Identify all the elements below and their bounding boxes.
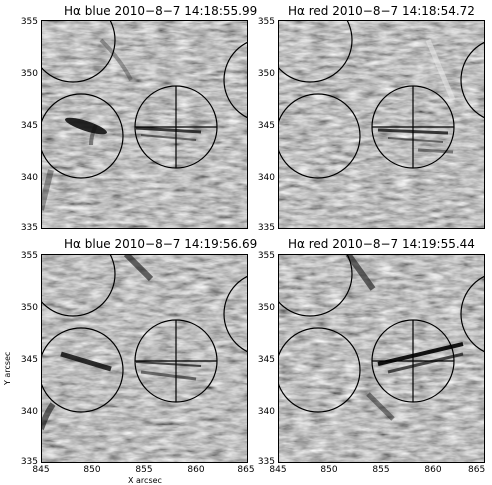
circle-left [278,327,361,413]
solar-image-panel-bottom-right [278,254,485,463]
y-tick-label: 340 [257,407,275,417]
x-tick-label: 860 [424,465,442,475]
panel-title-bottom-left: Hα blue 2010−8−7 14:19:56.69 [64,237,258,251]
panel-title-bottom-right: Hα red 2010−8−7 14:19:55.44 [288,237,475,251]
y-axis-title: Y arcsec [3,351,12,385]
y-tick-label: 335 [20,457,38,467]
circle-top-left [41,254,116,317]
x-tick-label: 855 [372,465,390,475]
circle-left [41,327,124,413]
y-tick-label: 350 [257,69,275,79]
y-tick-label: 355 [257,251,275,261]
y-tick-label: 335 [257,223,275,233]
y-tick-label: 345 [20,355,38,365]
circle-right [223,41,248,119]
x-tick-label: 845 [32,465,50,475]
solar-image-panel-top-right [278,20,485,229]
circle-right [460,41,485,119]
y-tick-label: 340 [20,173,38,183]
x-tick-label: 850 [320,465,338,475]
circle-left [278,93,361,179]
circle-right [460,275,485,353]
panel-title-top-left: Hα blue 2010−8−7 14:18:55.99 [64,4,258,18]
circle-top-left [278,254,353,317]
y-tick-label: 350 [20,69,38,79]
y-tick-label: 355 [20,17,38,27]
y-tick-label: 350 [20,303,38,313]
circle-left [41,93,124,179]
solar-image-panel-top-left [41,20,248,229]
y-tick-label: 350 [257,303,275,313]
y-tick-label: 340 [257,173,275,183]
y-tick-label: 355 [20,251,38,261]
y-tick-label: 335 [20,223,38,233]
x-tick-label: 845 [269,465,287,475]
solar-image-panel-bottom-left [41,254,248,463]
circle-top-left [278,20,353,83]
circle-right [223,275,248,353]
y-tick-label: 335 [257,457,275,467]
panel-title-top-right: Hα red 2010−8−7 14:18:54.72 [288,4,475,18]
y-tick-label: 340 [20,407,38,417]
x-tick-label: 855 [135,465,153,475]
y-tick-label: 345 [257,121,275,131]
y-tick-label: 345 [257,355,275,365]
x-tick-label: 850 [83,465,101,475]
x-tick-label: 865 [468,465,486,475]
x-tick-label: 865 [237,465,255,475]
x-tick-label: 860 [187,465,205,475]
y-tick-label: 345 [20,121,38,131]
y-tick-label: 355 [257,17,275,27]
circle-top-left [41,20,116,83]
x-axis-title: X arcsec [128,476,162,485]
